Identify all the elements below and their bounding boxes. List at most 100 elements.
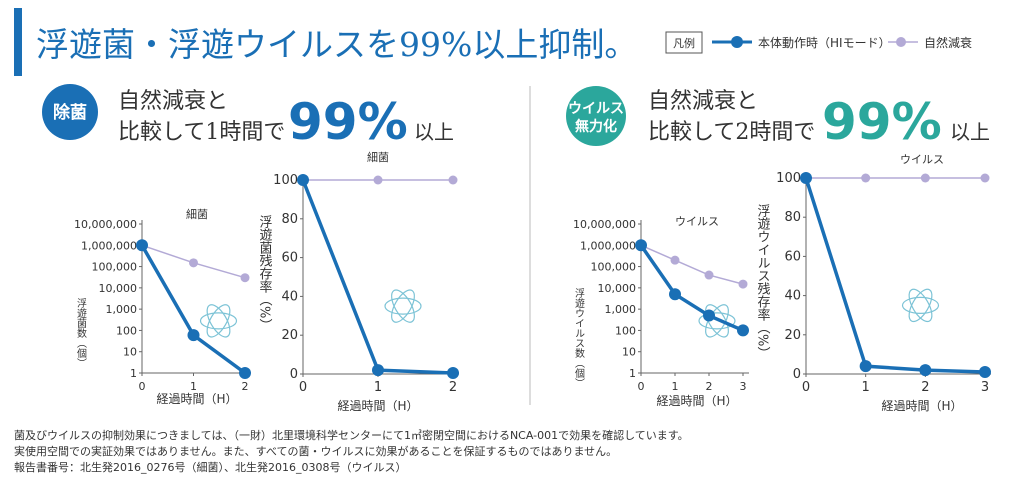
chart-title: ウイルス [675,215,719,228]
x-tick-label: 3 [740,380,747,393]
headline: 比較して2時間で [648,120,815,145]
headline-suffix: 以上 [414,120,454,144]
headline-suffix: 以上 [950,120,990,144]
logo [908,288,933,323]
y-tick-label: 100,000 [591,261,637,274]
headline: 自然減衰と [118,89,228,114]
x-tick-label: 1 [190,380,197,393]
y-tick-label: 1,000 [106,303,138,316]
legend-label: 自然減衰 [924,35,972,50]
y-tick-label: 1,000,000 [580,239,636,252]
y-tick-label: 80 [281,212,298,227]
title-bar [14,8,22,76]
y-tick-label: 1 [130,367,137,380]
x-tick-label: 2 [921,380,929,395]
y-tick-label: 10,000,000 [74,218,137,231]
logo [384,297,422,315]
legend-marker [896,37,906,47]
y-tick-label: 100,000 [92,261,138,274]
series-line [804,177,986,374]
legend-box [665,31,703,54]
footnote: 実使用空間での実証効果ではありません。また、すべての菌・ウイルスに効果があること… [14,444,617,458]
logo [206,304,231,338]
x-tick-label: 3 [981,380,989,395]
y-tick-label: 100 [615,324,636,337]
data-point [187,329,200,342]
x-tick-label: 1 [862,380,870,395]
x-tick-label: 2 [706,380,713,393]
data-point [297,174,309,186]
y-tick-label: 20 [281,328,298,343]
page-title: 浮遊菌・浮遊ウイルスを99%以上抑制。 [36,25,637,64]
chart-title: ウイルス [900,153,944,166]
data-point [189,258,198,268]
headline: 比較して1時間で [118,120,285,145]
badge [566,86,626,146]
data-point [738,279,748,289]
y-axis-label: 浮遊ウイルス残存率（%） [755,204,771,359]
x-tick-label: 1 [672,380,679,393]
y-tick-label: 1,000 [605,303,637,316]
data-point [919,364,932,377]
y-tick-label: 0 [793,367,801,382]
data-point [800,172,812,184]
logo [901,296,940,314]
y-tick-label: 100 [273,173,298,188]
badge-label: ウイルス [568,101,624,117]
data-point [669,288,681,301]
badge-label: 無力化 [575,118,617,135]
x-tick-label: 2 [449,380,457,395]
data-point [980,173,990,183]
data-point [704,270,714,280]
data-point [447,367,459,380]
y-tick-label: 10,000,000 [573,218,636,231]
x-tick-label: 2 [242,380,249,393]
data-point [859,360,872,373]
legend-title: 凡例 [673,36,695,50]
series-line [639,244,744,333]
data-point [979,366,991,379]
chart-title: 細菌 [367,151,389,164]
data-point [373,175,383,185]
logo [206,304,231,338]
x-axis-label: 経過時間（H） [656,394,737,408]
logo [698,312,736,330]
logo [199,312,238,330]
logo [391,289,415,323]
data-point [670,255,680,265]
data-point [136,239,148,252]
y-tick-label: 100 [116,324,137,337]
data-point [861,173,871,183]
logo [908,288,933,323]
footnote: 報告書番号：北生発2016_0276号（細菌）、北生発2016_0308号（ウイ… [14,460,406,474]
y-tick-label: 10,000 [99,282,138,295]
headline: 自然減衰と [648,89,758,114]
y-tick-label: 100 [776,171,801,186]
y-tick-label: 80 [784,210,801,225]
y-tick-label: 40 [281,289,298,304]
y-tick-label: 60 [281,251,298,266]
series-line [640,244,744,285]
badge [42,84,98,140]
chart-title: 細菌 [186,208,208,221]
y-tick-label: 1,000,000 [81,239,137,252]
y-tick-label: 20 [784,328,801,343]
y-tick-label: 0 [290,367,298,382]
y-tick-label: 10,000 [598,282,637,295]
data-point [635,239,647,252]
logo [391,289,415,323]
highlight: 99% [822,93,942,151]
x-tick-label: 0 [638,380,645,393]
data-point [239,367,251,379]
x-tick-label: 1 [374,380,382,395]
y-tick-label: 60 [784,249,801,264]
data-point [737,324,749,337]
y-axis-label: 浮遊ウイルス数（個） [573,288,585,388]
y-tick-label: 10 [123,346,137,359]
logo [705,304,729,338]
data-point [703,309,715,322]
footnote: 菌及びウイルスの抑制効果につきましては、（一財）北里環境科学センターにて1㎥密閉… [14,428,689,442]
badge-label: 除菌 [53,102,87,123]
series-line [301,179,454,375]
